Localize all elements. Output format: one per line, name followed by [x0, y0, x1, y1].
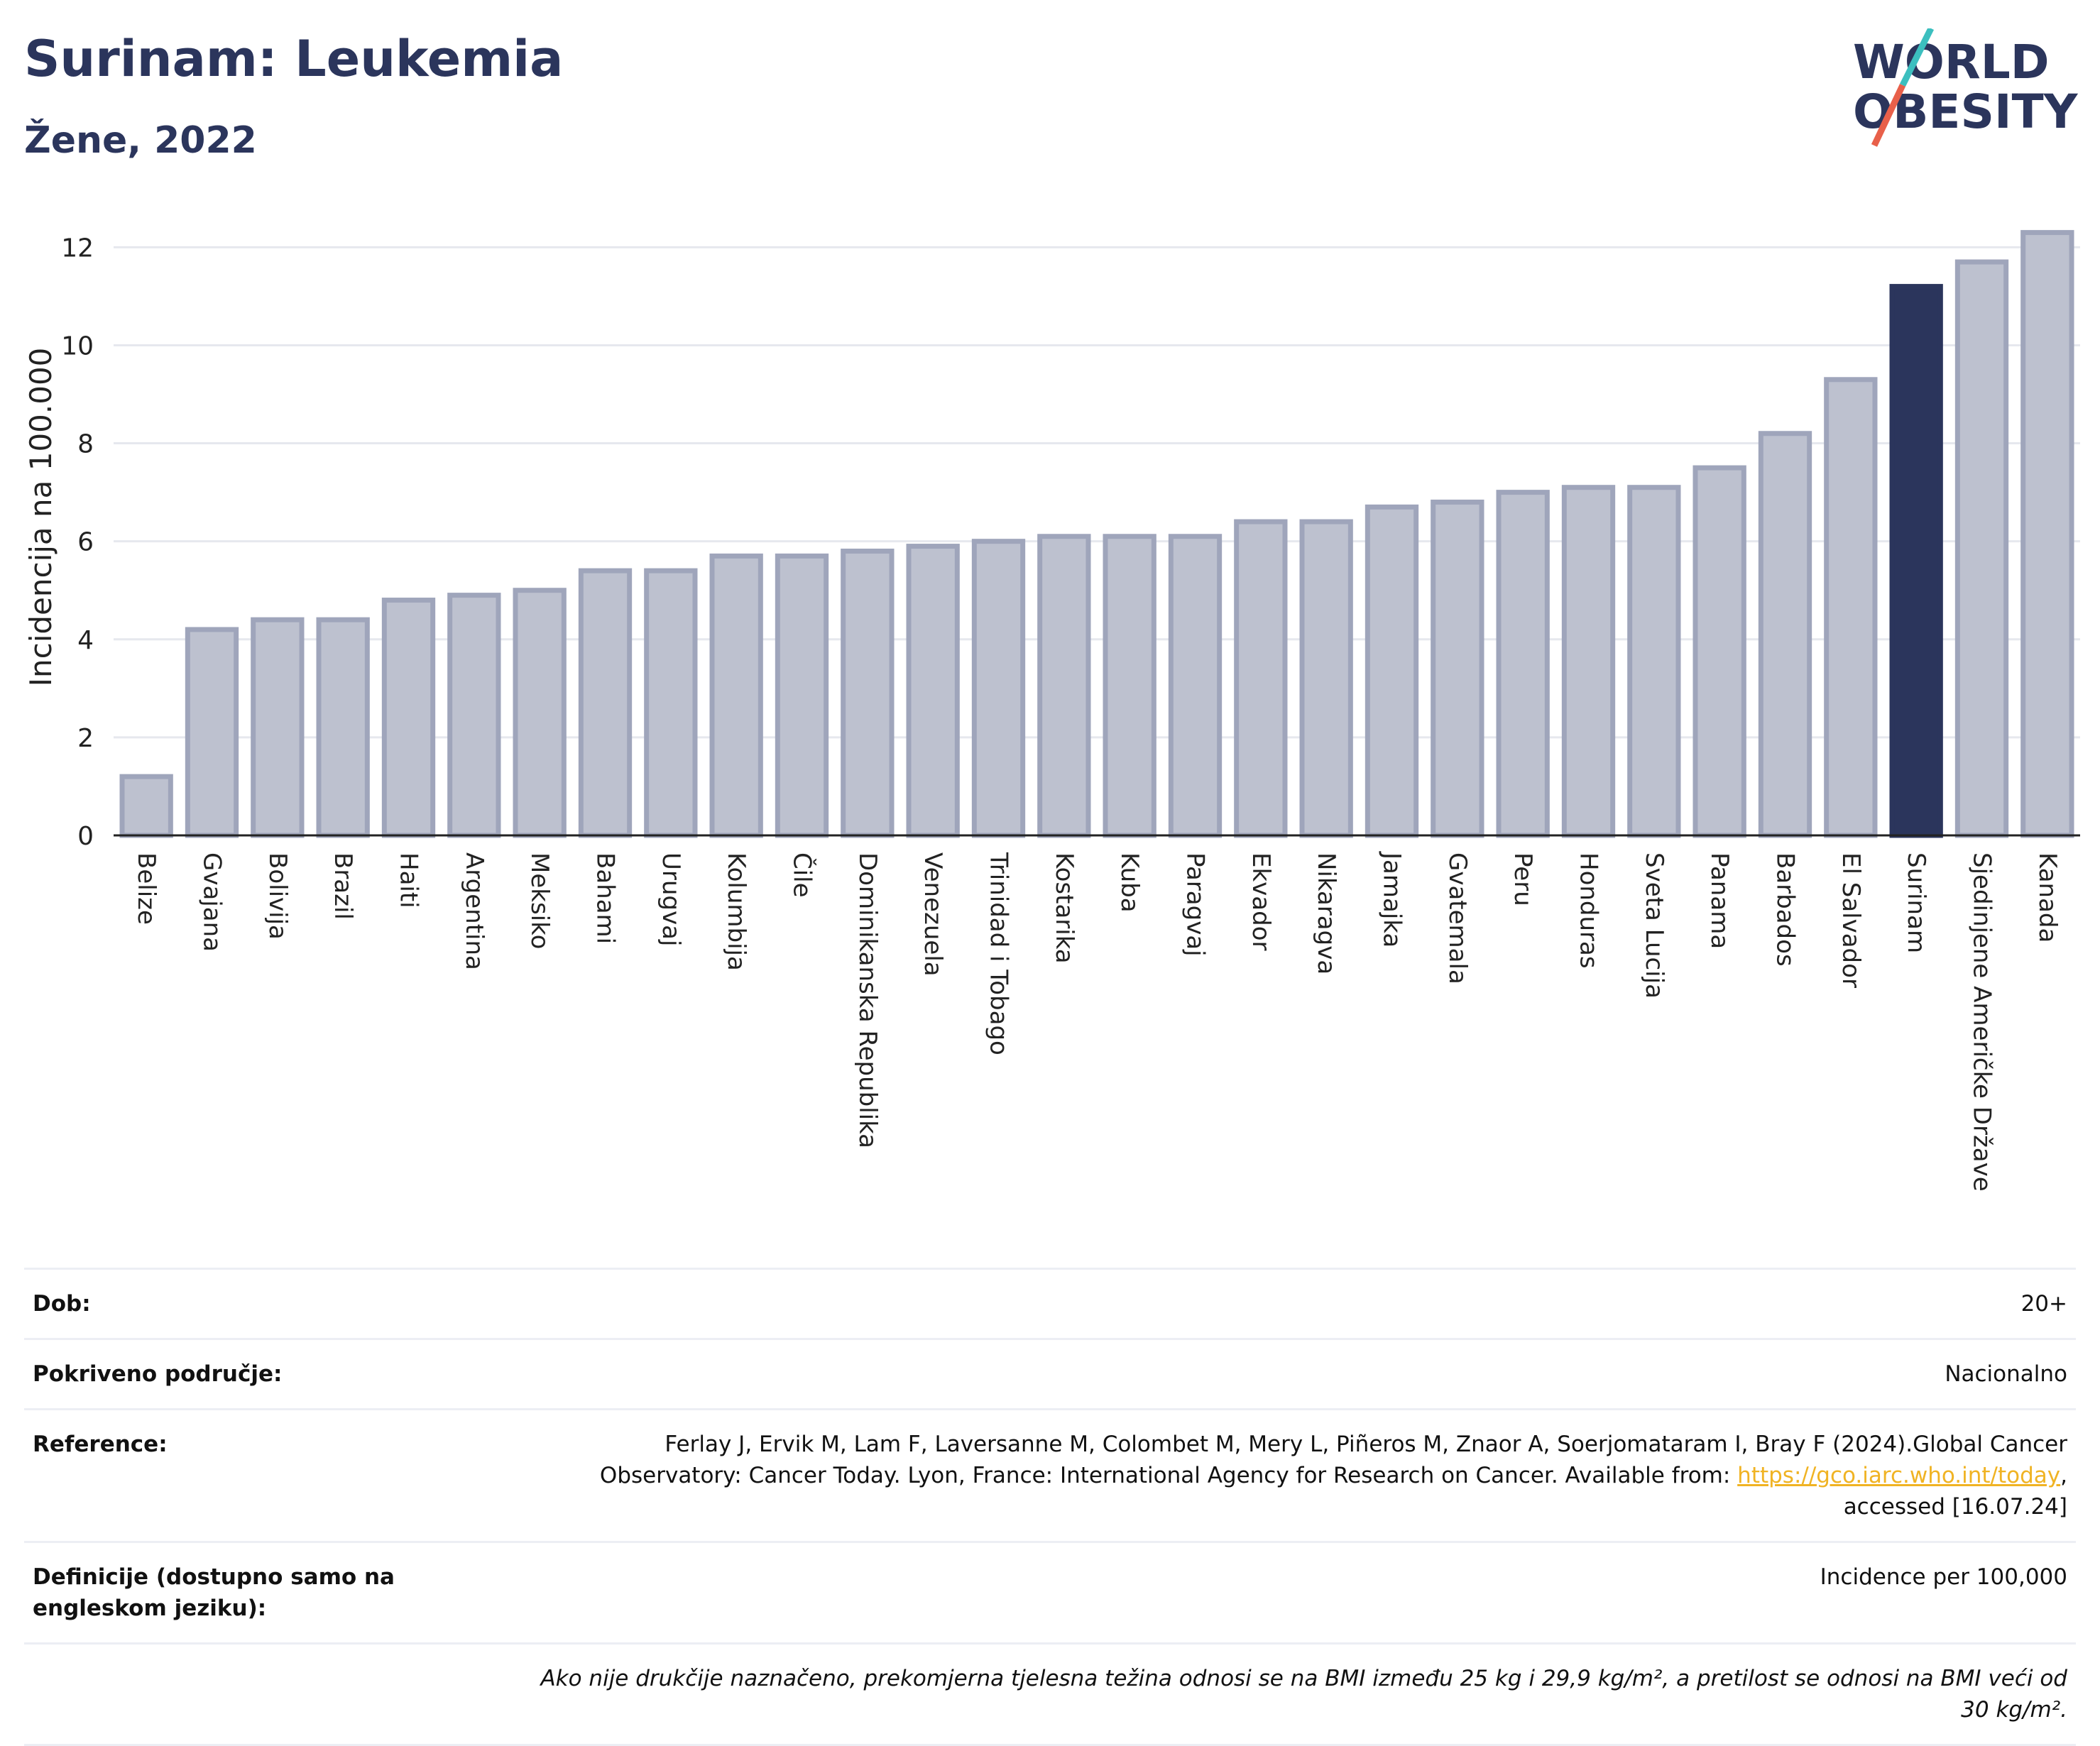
y-tick-label: 6: [77, 528, 94, 557]
coverage-value: Nacionalno: [1945, 1361, 2067, 1387]
bar-3: [316, 617, 370, 838]
x-tick-label: Jamajka: [1378, 851, 1406, 948]
bar-13: [971, 539, 1026, 838]
world-obesity-logo: WORLD OBESITY: [1853, 28, 2079, 147]
reference-value: Ferlay J, Ervik M, Lam F, Laversanne M, …: [534, 1429, 2067, 1522]
x-tick-label: Venezuela: [919, 852, 947, 977]
bar-7: [578, 568, 633, 838]
x-tick-label: Gvatemala: [1443, 852, 1472, 984]
x-tick-label: Kuba: [1115, 852, 1144, 913]
bar-18: [1299, 519, 1353, 838]
logo-slash-teal: [1899, 28, 1935, 87]
x-tick-label: Bahami: [591, 852, 620, 944]
x-tick-label: Meksiko: [525, 852, 554, 949]
bar-chart: 0 2 4 6 8 10 12 Incidencija na 100.000 Belize Gva…: [23, 230, 2080, 1192]
x-tick-label: Urugvaj: [657, 852, 685, 946]
age-value: 20+: [2020, 1291, 2067, 1317]
bar-5: [447, 593, 501, 838]
reference-text: Ferlay J, Ervik M, Lam F, Laversanne M, …: [599, 1432, 2067, 1488]
bar-29: [2020, 230, 2074, 838]
x-tick-label: Nikaragva: [1312, 852, 1340, 974]
bmi-note: Ako nije drukčije naznačeno, prekomjerna…: [540, 1666, 2067, 1723]
logo-slash-red: [1871, 84, 1906, 147]
reference-label: Reference:: [33, 1432, 168, 1457]
x-tick-label: Brazil: [329, 852, 357, 920]
x-tick-label: Belize: [132, 852, 160, 925]
bar-12: [906, 544, 960, 838]
bar-0: [119, 774, 173, 838]
bar-4: [381, 598, 436, 838]
y-tick-label: 8: [77, 430, 94, 459]
x-tick-label: El Salvador: [1837, 852, 1865, 988]
info-row-coverage: Pokriveno područje: Nacionalno: [24, 1338, 2076, 1408]
bar-14: [1037, 534, 1091, 838]
age-label: Dob:: [33, 1291, 91, 1317]
x-tick-label: Sveta Lucija: [1640, 852, 1668, 999]
bar-20: [1431, 499, 1484, 838]
x-tick-label: Barbados: [1771, 852, 1800, 967]
bar-10: [775, 553, 829, 838]
bar-23: [1627, 485, 1681, 838]
y-axis-label: Incidencija na 100.000: [23, 348, 58, 687]
definitions-label: Definicije (dostupno samo na engleskom j…: [33, 1564, 395, 1621]
info-table: Dob: 20+ Pokriveno područje: Nacionalno …: [24, 1268, 2076, 1746]
info-row-reference: Reference: Ferlay J, Ervik M, Lam F, Lav…: [24, 1408, 2076, 1541]
info-row-note: Ako nije drukčije naznačeno, prekomjerna…: [24, 1642, 2076, 1746]
bar-28: [1954, 259, 2009, 838]
y-tick-label: 0: [77, 822, 94, 851]
bar-22: [1561, 485, 1616, 838]
bar-27: [1889, 284, 1943, 838]
x-tick-label: Honduras: [1575, 852, 1603, 969]
bar-2: [251, 617, 305, 838]
x-tick-label: Surinam: [1902, 852, 1930, 953]
reference-link[interactable]: https://gco.iarc.who.int/today: [1737, 1463, 2061, 1488]
reference-suffix: , accessed [16.07.24]: [1843, 1463, 2067, 1520]
y-tick-label: 12: [61, 234, 94, 263]
bar-8: [644, 568, 698, 838]
bar-19: [1365, 504, 1419, 838]
bar-9: [709, 553, 763, 838]
bar-15: [1103, 534, 1156, 838]
info-row-age: Dob: 20+: [24, 1268, 2076, 1338]
x-tick-label: Sjedinjene Američke Države: [1968, 852, 1996, 1192]
bar-21: [1496, 490, 1550, 838]
y-tick-label: 2: [77, 724, 94, 753]
y-tick-label: 10: [61, 331, 94, 361]
x-tick-label: Bolivija: [263, 852, 292, 940]
x-tick-label: Argentina: [460, 852, 488, 970]
logo-text-line1: WORLD: [1853, 35, 2050, 89]
page-title: Surinam: Leukemia: [24, 30, 564, 88]
x-tick-label: Dominikanska Republika: [853, 852, 882, 1148]
bar-11: [841, 548, 895, 838]
bar-25: [1758, 431, 1812, 838]
info-row-definitions: Definicije (dostupno samo na engleskom j…: [24, 1541, 2076, 1642]
x-tick-label: Kostarika: [1050, 852, 1078, 964]
y-tick-label: 4: [77, 626, 94, 655]
page-subtitle: Žene, 2022: [24, 119, 257, 162]
x-tick-label: Trinidad i Tobago: [985, 852, 1013, 1055]
coverage-label: Pokriveno područje:: [33, 1361, 283, 1387]
x-tick-label: Panama: [1705, 852, 1734, 949]
x-tick-label: Ekvador: [1247, 852, 1275, 951]
x-tick-label: Gvajana: [198, 852, 226, 952]
bar-1: [185, 627, 239, 838]
x-tick-label: Peru: [1509, 852, 1537, 906]
bar-6: [513, 588, 567, 838]
bar-17: [1234, 519, 1288, 838]
x-tick-label: Kanada: [2033, 852, 2062, 943]
x-tick-label: Kolumbija: [722, 852, 750, 971]
x-tick-label: Paragvaj: [1181, 852, 1210, 957]
x-tick-label: Haiti: [395, 852, 423, 908]
bar-24: [1692, 465, 1746, 838]
definitions-value: Incidence per 100,000: [1820, 1564, 2067, 1590]
x-tick-label: Čile: [788, 852, 817, 898]
bar-26: [1824, 377, 1878, 838]
bar-16: [1168, 534, 1223, 838]
